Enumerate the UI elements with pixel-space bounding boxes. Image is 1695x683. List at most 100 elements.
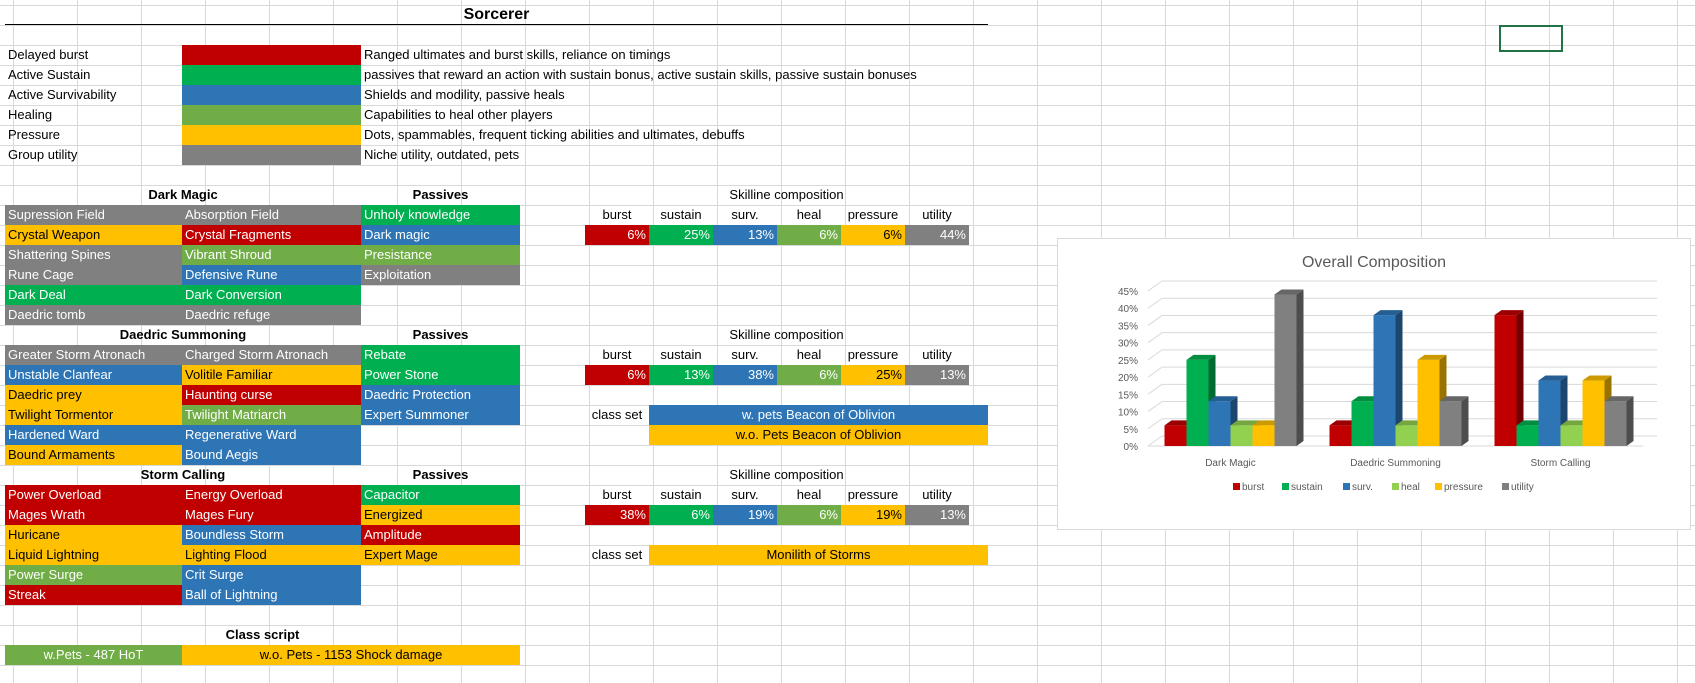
legend-name[interactable]: Pressure [8, 127, 61, 142]
skill-cell[interactable]: Streak [5, 585, 182, 605]
composition-value[interactable]: 38% [713, 365, 777, 385]
composition-column-header[interactable]: pressure [847, 347, 899, 362]
composition-column-header[interactable]: utility [922, 207, 952, 222]
page-title[interactable]: Sorcerer [5, 5, 988, 25]
composition-column-header[interactable]: sustain [660, 487, 702, 502]
class-script-value[interactable]: w.Pets - 487 HoT [5, 645, 182, 665]
passive-cell[interactable]: Presistance [361, 245, 520, 265]
composition-column-header[interactable]: sustain [660, 207, 702, 222]
composition-column-header[interactable]: heal [796, 207, 822, 222]
passive-cell[interactable]: Unholy knowledge [361, 205, 520, 225]
passive-cell[interactable]: Expert Mage [361, 545, 520, 565]
composition-value[interactable]: 13% [905, 505, 969, 525]
skill-cell[interactable]: Supression Field [5, 205, 182, 225]
skill-cell[interactable]: Twilight Matriarch [182, 405, 361, 425]
passive-cell[interactable]: Rebate [361, 345, 520, 365]
legend-swatch[interactable] [182, 65, 361, 85]
composition-value[interactable]: 6% [585, 225, 649, 245]
skill-cell[interactable]: Crystal Weapon [5, 225, 182, 245]
skill-cell[interactable]: Hardened Ward [5, 425, 182, 445]
composition-value[interactable]: 25% [841, 365, 905, 385]
composition-column-header[interactable]: pressure [847, 207, 899, 222]
skill-cell[interactable]: Defensive Rune [182, 265, 361, 285]
skill-cell[interactable]: Bound Armaments [5, 445, 182, 465]
composition-column-header[interactable]: pressure [847, 487, 899, 502]
composition-value[interactable]: 6% [777, 365, 841, 385]
legend-name[interactable]: Active Sustain [8, 67, 91, 82]
skill-cell[interactable]: Liquid Lightning [5, 545, 182, 565]
passive-cell[interactable]: Exploitation [361, 265, 520, 285]
skill-line-title[interactable]: Storm Calling [140, 467, 226, 482]
composition-value[interactable]: 38% [585, 505, 649, 525]
class-set-value[interactable]: w. pets Beacon of Oblivion [649, 405, 988, 425]
passive-cell[interactable]: Amplitude [361, 525, 520, 545]
passive-cell[interactable]: Dark magic [361, 225, 520, 245]
composition-header[interactable]: Skilline composition [729, 467, 844, 482]
passive-cell[interactable]: Energized [361, 505, 520, 525]
skill-cell[interactable]: Absorption Field [182, 205, 361, 225]
class-script-header[interactable]: Class script [225, 627, 300, 642]
legend-desc[interactable]: Dots, spammables, frequent ticking abili… [364, 127, 745, 142]
skill-cell[interactable]: Regenerative Ward [182, 425, 361, 445]
skill-cell[interactable]: Daedric tomb [5, 305, 182, 325]
legend-desc[interactable]: Shields and modility, passive heals [364, 87, 565, 102]
passives-header[interactable]: Passives [412, 327, 469, 342]
legend-desc[interactable]: Ranged ultimates and burst skills, relia… [364, 47, 671, 62]
composition-value[interactable]: 6% [649, 505, 713, 525]
skill-cell[interactable]: Lighting Flood [182, 545, 361, 565]
legend-desc[interactable]: Capabilities to heal other players [364, 107, 553, 122]
class-set-label[interactable]: class set [591, 407, 643, 422]
skill-line-title[interactable]: Daedric Summoning [119, 327, 247, 342]
skill-cell[interactable]: Crystal Fragments [182, 225, 361, 245]
passives-header[interactable]: Passives [412, 467, 469, 482]
passive-cell[interactable]: Capacitor [361, 485, 520, 505]
legend-desc[interactable]: Niche utility, outdated, pets [364, 147, 520, 162]
legend-swatch[interactable] [182, 125, 361, 145]
composition-value[interactable]: 6% [585, 365, 649, 385]
passive-cell[interactable]: Power Stone [361, 365, 520, 385]
composition-column-header[interactable]: utility [922, 347, 952, 362]
composition-value[interactable]: 13% [649, 365, 713, 385]
legend-swatch[interactable] [182, 45, 361, 65]
composition-value[interactable]: 13% [713, 225, 777, 245]
skill-cell[interactable]: Huricane [5, 525, 182, 545]
skill-cell[interactable]: Volitile Familiar [182, 365, 361, 385]
skill-cell[interactable]: Charged Storm Atronach [182, 345, 361, 365]
composition-value[interactable]: 25% [649, 225, 713, 245]
composition-column-header[interactable]: heal [796, 487, 822, 502]
composition-value[interactable]: 19% [713, 505, 777, 525]
legend-swatch[interactable] [182, 105, 361, 125]
selected-cell[interactable] [1499, 25, 1563, 52]
skill-cell[interactable]: Shattering Spines [5, 245, 182, 265]
skill-cell[interactable]: Mages Fury [182, 505, 361, 525]
passive-cell[interactable]: Daedric Protection [361, 385, 520, 405]
composition-column-header[interactable]: burst [602, 347, 632, 362]
composition-column-header[interactable]: sustain [660, 347, 702, 362]
skill-cell[interactable]: Power Surge [5, 565, 182, 585]
skill-line-title[interactable]: Dark Magic [148, 187, 218, 202]
composition-value[interactable]: 44% [905, 225, 969, 245]
composition-column-header[interactable]: surv. [731, 207, 759, 222]
skill-cell[interactable]: Haunting curse [182, 385, 361, 405]
composition-column-header[interactable]: burst [602, 487, 632, 502]
skill-cell[interactable]: Power Overload [5, 485, 182, 505]
skill-cell[interactable]: Twilight Tormentor [5, 405, 182, 425]
passive-cell[interactable]: Expert Summoner [361, 405, 520, 425]
legend-swatch[interactable] [182, 85, 361, 105]
skill-cell[interactable]: Energy Overload [182, 485, 361, 505]
overall-composition-chart[interactable]: Overall Composition 0% 5% 10% 15% 20% 25% 30% 35… [1057, 238, 1691, 530]
composition-header[interactable]: Skilline composition [729, 187, 844, 202]
skill-cell[interactable]: Unstable Clanfear [5, 365, 182, 385]
composition-column-header[interactable]: surv. [731, 487, 759, 502]
composition-column-header[interactable]: burst [602, 207, 632, 222]
legend-name[interactable]: Group utility [8, 147, 78, 162]
composition-value[interactable]: 6% [841, 225, 905, 245]
skill-cell[interactable]: Crit Surge [182, 565, 361, 585]
composition-column-header[interactable]: surv. [731, 347, 759, 362]
composition-column-header[interactable]: heal [796, 347, 822, 362]
class-script-value[interactable]: w.o. Pets - 1153 Shock damage [182, 645, 520, 665]
skill-cell[interactable]: Rune Cage [5, 265, 182, 285]
skill-cell[interactable]: Boundless Storm [182, 525, 361, 545]
composition-value[interactable]: 19% [841, 505, 905, 525]
legend-swatch[interactable] [182, 145, 361, 165]
